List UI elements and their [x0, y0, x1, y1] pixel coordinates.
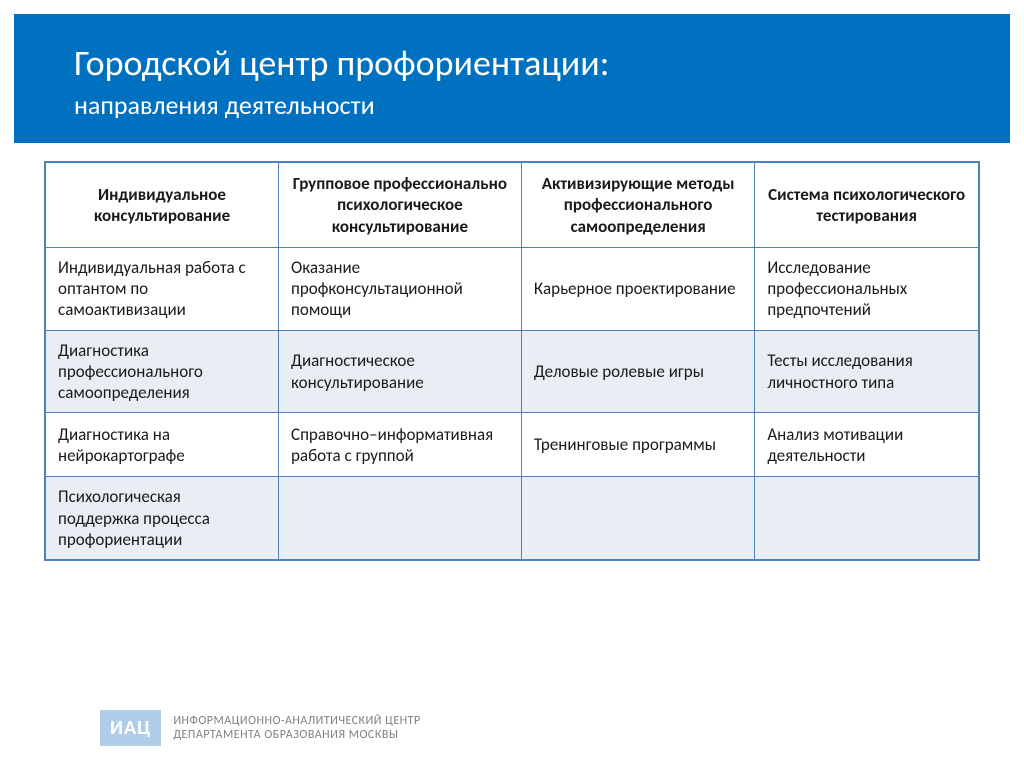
- col-header: Система психологического тестирования: [755, 162, 979, 247]
- table-cell: Справочно–информативная работа с группой: [279, 413, 522, 477]
- table-row: Диагностика на нейрокартографе Справочно…: [45, 413, 979, 477]
- page-subtitle: направления деятельности: [74, 89, 950, 121]
- content-area: Индивидуальное консультирование Группово…: [0, 143, 1024, 696]
- table-cell: Диагностика профессионального самоопреде…: [45, 330, 279, 413]
- table-cell: Индивидуальная работа с оптантом по само…: [45, 247, 279, 330]
- col-header: Активизирующие методы профессионального …: [521, 162, 755, 247]
- table-cell: Тесты исследования личностного типа: [755, 330, 979, 413]
- table-row: Психологическая поддержка процесса профо…: [45, 477, 979, 560]
- table-header-row: Индивидуальное консультирование Группово…: [45, 162, 979, 247]
- page-title: Городской центр профориентации:: [74, 42, 950, 85]
- table-cell: Оказание профконсультационной помощи: [279, 247, 522, 330]
- table-cell: Диагностическое консультирование: [279, 330, 522, 413]
- table-cell: Психологическая поддержка процесса профо…: [45, 477, 279, 560]
- table-cell: Тренинговые программы: [521, 413, 755, 477]
- footer-org-text: ИНФОРМАЦИОННО-АНАЛИТИЧЕСКИЙ ЦЕНТР ДЕПАРТ…: [173, 714, 420, 743]
- col-header: Групповое профессионально психологическо…: [279, 162, 522, 247]
- footer-logo: ИАЦ: [100, 710, 161, 746]
- slide-footer: ИАЦ ИНФОРМАЦИОННО-АНАЛИТИЧЕСКИЙ ЦЕНТР ДЕ…: [0, 696, 1024, 768]
- table-cell: [279, 477, 522, 560]
- table-cell: Деловые ролевые игры: [521, 330, 755, 413]
- table-cell: [521, 477, 755, 560]
- table-cell: Диагностика на нейрокартографе: [45, 413, 279, 477]
- table-cell: [755, 477, 979, 560]
- table-cell: Карьерное проектирование: [521, 247, 755, 330]
- footer-line: ИНФОРМАЦИОННО-АНАЛИТИЧЕСКИЙ ЦЕНТР: [173, 714, 420, 728]
- table-cell: Исследование профессиональных предпочтен…: [755, 247, 979, 330]
- table-row: Диагностика профессионального самоопреде…: [45, 330, 979, 413]
- slide: Городской центр профориентации: направле…: [0, 0, 1024, 768]
- activities-table: Индивидуальное консультирование Группово…: [44, 161, 980, 561]
- slide-header: Городской центр профориентации: направле…: [0, 0, 1024, 143]
- table-cell: Анализ мотивации деятельности: [755, 413, 979, 477]
- col-header: Индивидуальное консультирование: [45, 162, 279, 247]
- footer-line: ДЕПАРТАМЕНТА ОБРАЗОВАНИЯ МОСКВЫ: [173, 728, 420, 742]
- table-row: Индивидуальная работа с оптантом по само…: [45, 247, 979, 330]
